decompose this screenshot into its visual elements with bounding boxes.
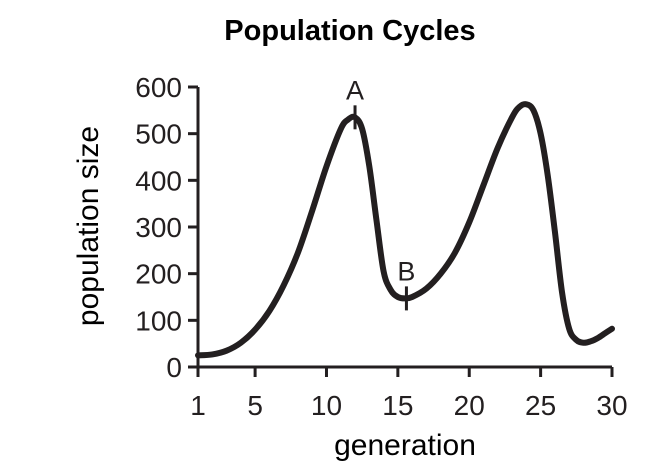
x-tick-label: 1 [190, 390, 206, 421]
x-tick-label: 10 [311, 390, 342, 421]
x-tick-label: 30 [596, 390, 627, 421]
y-tick-label: 300 [135, 212, 182, 243]
annotation-label-a: A [346, 75, 364, 105]
annotation-layer: AB [346, 75, 415, 311]
y-tick-label: 400 [135, 165, 182, 196]
x-tick-label: 5 [247, 390, 263, 421]
x-tick-label: 20 [454, 390, 485, 421]
y-tick-label: 100 [135, 305, 182, 336]
y-tick-label: 500 [135, 119, 182, 150]
x-axis-title: generation [334, 429, 476, 462]
population-line [195, 101, 615, 359]
x-tick-label: 25 [525, 390, 556, 421]
y-tick-label: 600 [135, 72, 182, 103]
annotation-label-b: B [397, 256, 415, 286]
chart-title: Population Cycles [224, 15, 475, 47]
y-tick-label: 200 [135, 259, 182, 290]
y-tick-label: 0 [166, 352, 182, 383]
series-layer [195, 101, 615, 359]
x-tick-label: 15 [382, 390, 413, 421]
y-axis-title: population size [72, 126, 105, 326]
